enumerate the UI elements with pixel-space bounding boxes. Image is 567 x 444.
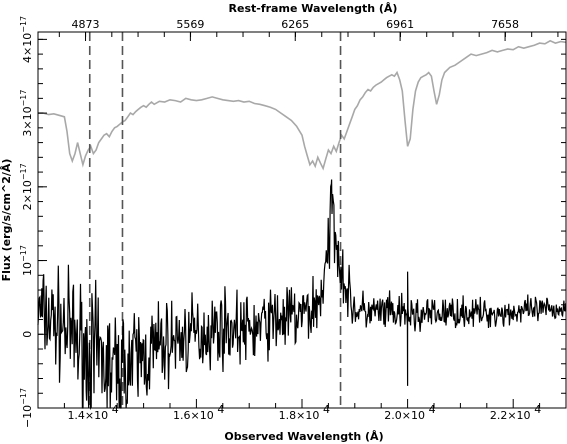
bottom-tick-label-2: 1.8×10	[279, 409, 320, 422]
top-tick-label-2: 6265	[281, 18, 309, 31]
left-tick-label-4: 3×10−17	[19, 90, 34, 137]
y-axis-title: Flux (erg/s/cm^2/Å)	[0, 159, 13, 282]
template-spectrum-line	[38, 39, 567, 171]
bottom-tick-label-4: 2.2×10	[490, 409, 531, 422]
bottom-tick-exponent-3: 4	[429, 403, 436, 416]
left-tick-group-0: −10−17	[19, 388, 34, 428]
plot-frame	[37, 31, 567, 409]
bottom-tick-label-1: 1.6×10	[173, 409, 214, 422]
top-axis-title: Rest-frame Wavelength (Å)	[229, 2, 398, 15]
top-tick-label-4: 7658	[491, 18, 519, 31]
left-tick-group-3: 2×10−17	[19, 163, 34, 210]
bottom-tick-exponent-4: 4	[534, 403, 541, 416]
left-tick-exponent-3: −17	[19, 163, 28, 180]
left-tick-exponent-4: −17	[19, 90, 28, 107]
left-tick-group-2: 10−17	[19, 245, 34, 276]
bottom-axis-title: Observed Wavelength (Å)	[224, 430, 383, 443]
left-tick-exponent-0: −17	[19, 388, 28, 405]
left-tick-label-2: 10−17	[19, 245, 34, 276]
left-tick-label-1: 0	[21, 331, 34, 338]
left-tick-label-0: −10−17	[19, 388, 34, 428]
left-tick-label-3: 2×10−17	[19, 163, 34, 210]
left-tick-exponent-2: −17	[19, 245, 28, 262]
plot-area	[37, 32, 567, 411]
bottom-tick-exponent-2: 4	[323, 403, 330, 416]
bottom-tick-exponent-0: 4	[112, 403, 119, 416]
top-tick-label-0: 4873	[72, 18, 100, 31]
left-tick-group-5: 4×10−17	[19, 16, 34, 63]
bottom-tick-label-0: 1.4×10	[67, 409, 108, 422]
left-tick-label-5: 4×10−17	[19, 16, 34, 63]
observed-spectrum-line	[37, 179, 567, 411]
left-tick-group-4: 3×10−17	[19, 90, 34, 137]
bottom-tick-exponent-1: 4	[217, 403, 224, 416]
left-tick-exponent-5: −17	[19, 16, 28, 33]
top-tick-label-1: 5569	[176, 18, 204, 31]
top-tick-label-3: 6961	[386, 18, 414, 31]
bottom-tick-label-3: 2.0×10	[384, 409, 425, 422]
left-tick-group-1: 0	[21, 331, 34, 338]
